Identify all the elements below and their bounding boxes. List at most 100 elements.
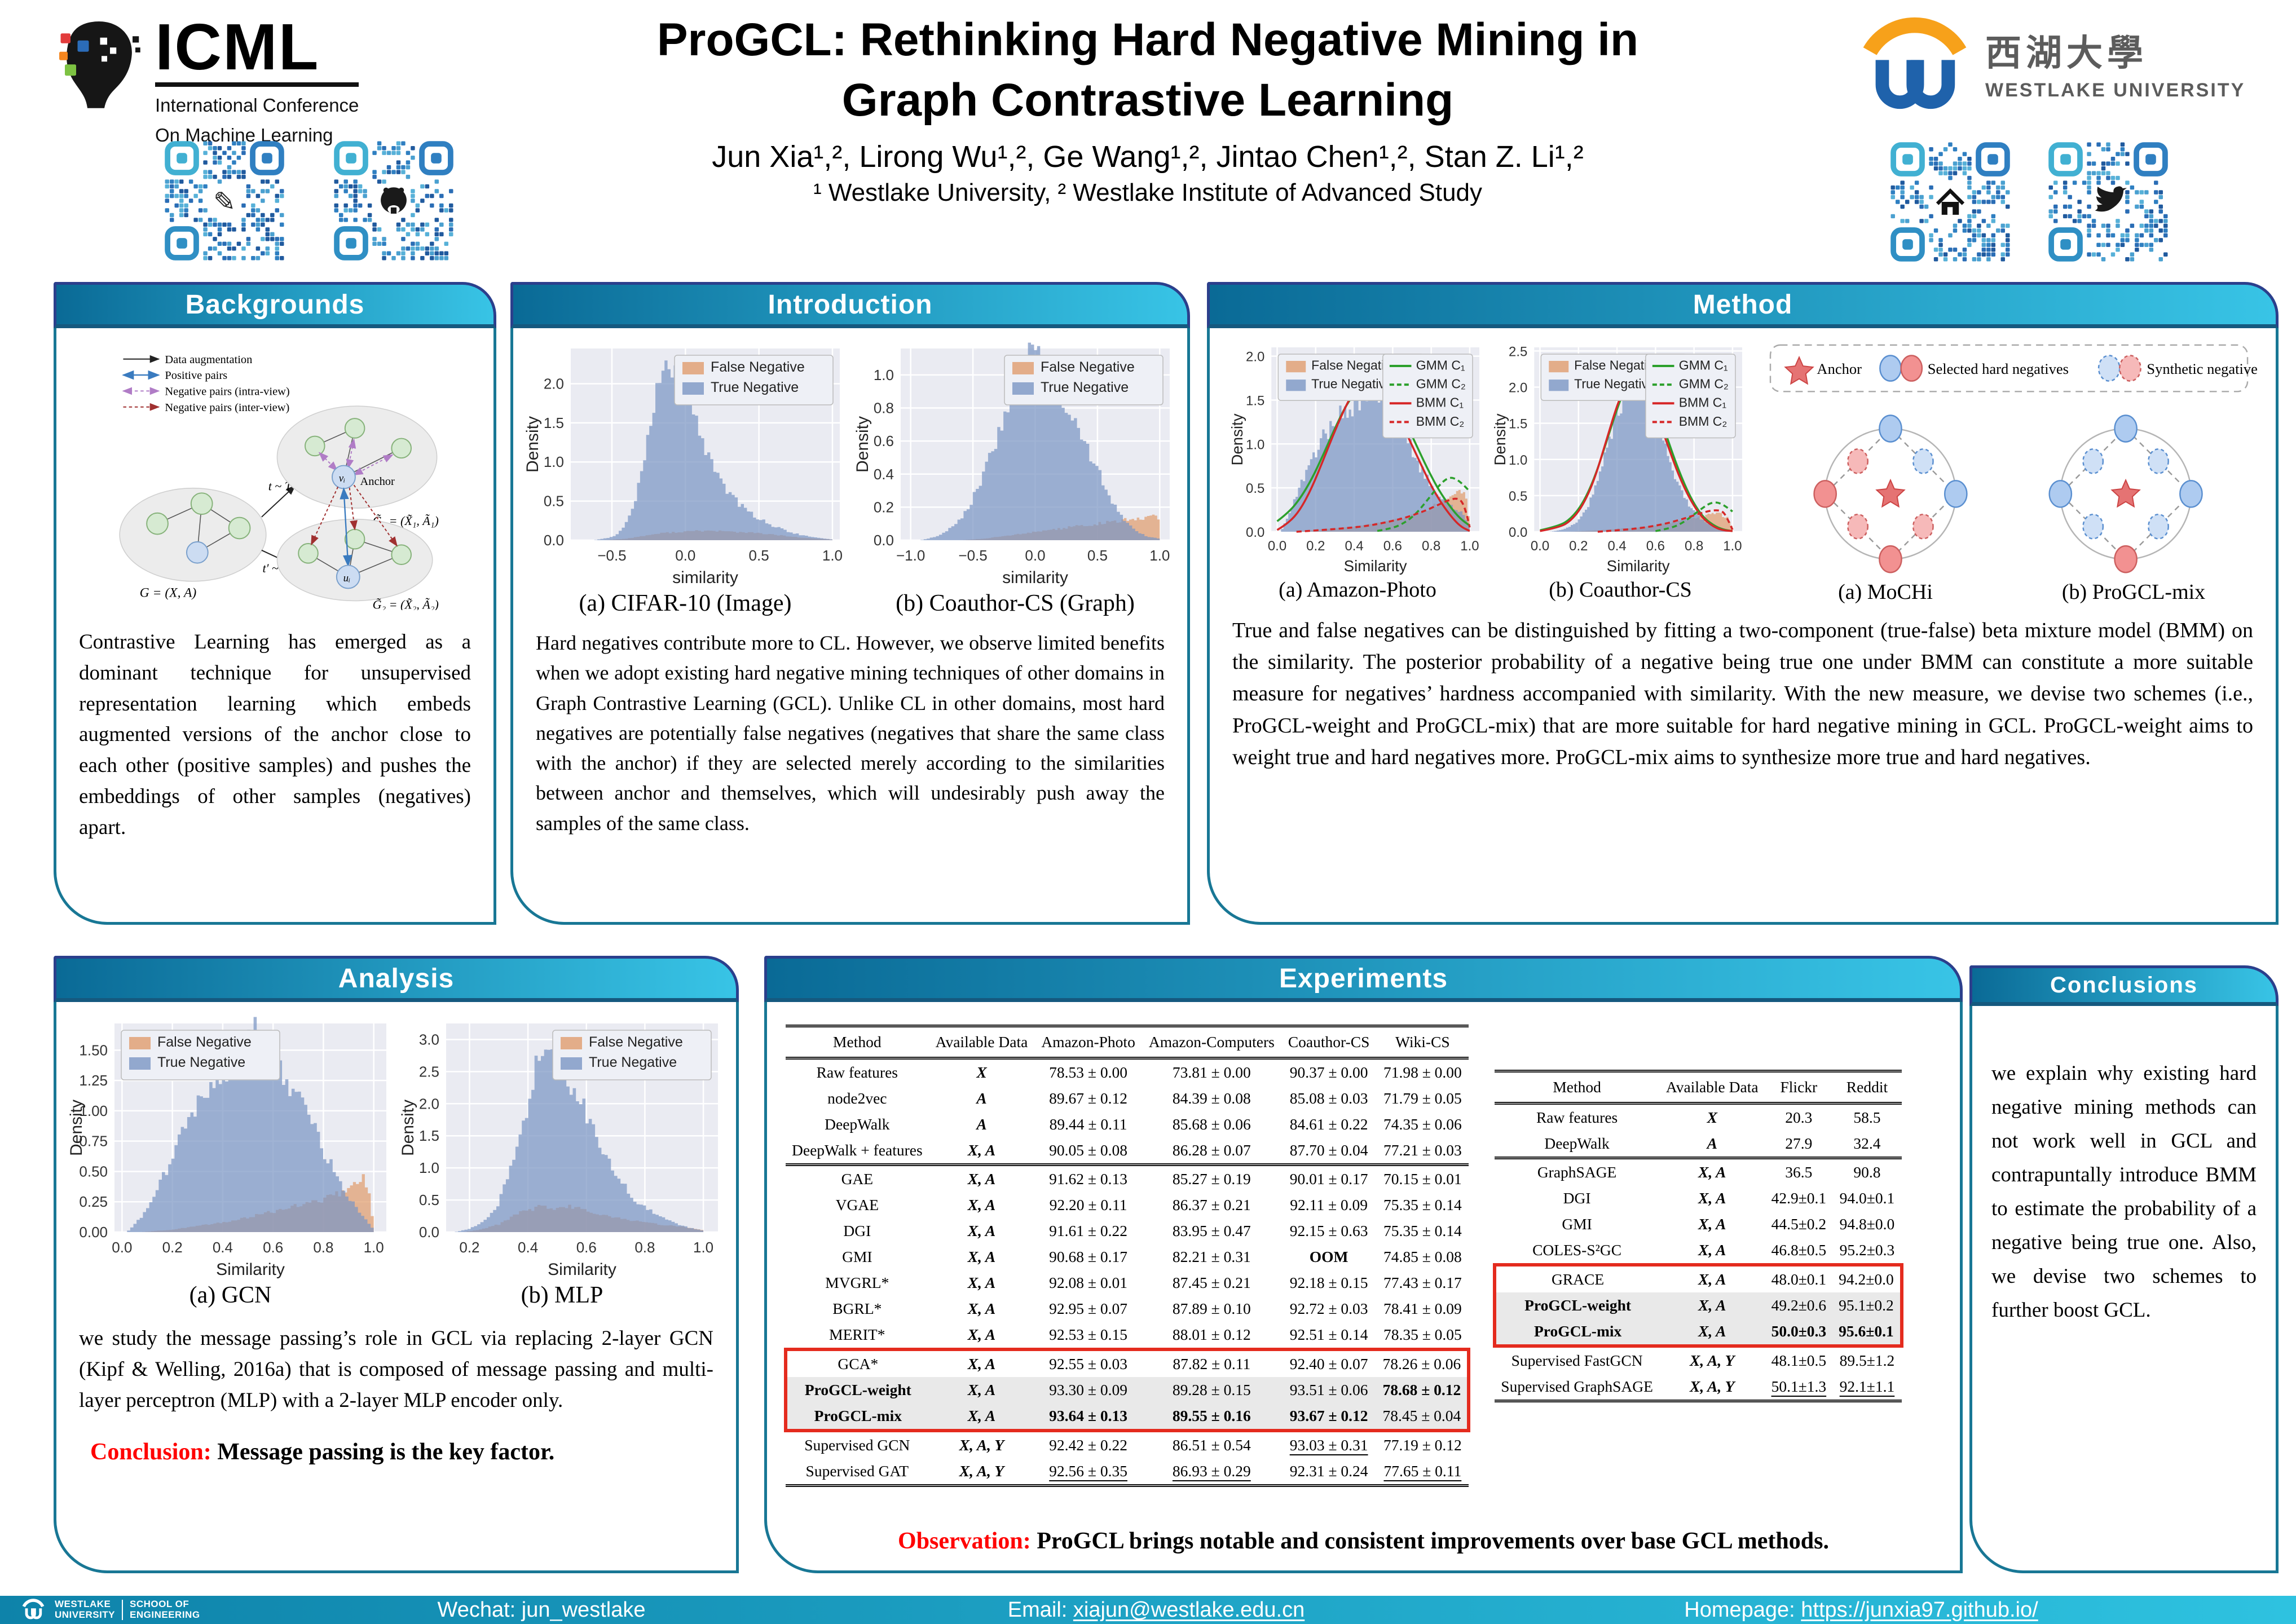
analysis-banner: Analysis: [54, 956, 739, 1002]
footer-logo-l1: WESTLAKE: [55, 1599, 111, 1610]
footer-logo-divider: [122, 1600, 124, 1620]
graph-g-label: G = (X, A): [140, 585, 197, 600]
panel-introduction: Introduction −0.5 0.0 0.5 1.0 0.0 0.5 1.0 1.5 2.…: [510, 282, 1190, 925]
svg-text:BMM C₂: BMM C₂: [1416, 414, 1465, 429]
svg-text:1.00: 1.00: [79, 1102, 108, 1119]
benchmark-table-main: Method Available Data Amazon-Photo Amazon-C…: [784, 1025, 1471, 1487]
mochi-legend-anchor: Anchor: [1817, 360, 1862, 377]
svg-text:Similarity: Similarity: [216, 1260, 285, 1279]
footer-email-link[interactable]: xiajun@westlake.edu.cn: [1073, 1598, 1305, 1622]
panel-backgrounds: Backgrounds Data augmentation Positive p…: [54, 282, 496, 925]
table-row: GAE X, A 91.62 ± 0.13 85.27 ± 0.19 90.01 ± 0…: [786, 1163, 1469, 1192]
table-row: DeepWalk A 27.9 32.4: [1544, 1135, 1881, 1152]
svg-text:1.0: 1.0: [1509, 453, 1527, 468]
table-row: Supervised GCN X, A, Y 92.42 ± 0.22 86.51 ±…: [786, 1429, 1469, 1458]
conclusions-text: we explain why existing hard negative mi…: [1991, 1062, 2257, 1322]
svg-text:False Negative: False Negative: [711, 359, 805, 375]
svg-text:✎: ✎: [213, 187, 236, 218]
footer-email-label: Email:: [1007, 1598, 1073, 1622]
analysis-conclusion: Conclusion: Message passing is the key f…: [56, 1438, 736, 1466]
footer-homepage: Homepage: https://junxia97.github.io/: [1630, 1598, 2092, 1622]
mochi-legend-selected: Selected hard negatives: [1928, 360, 2069, 377]
svg-text:0.25: 0.25: [79, 1193, 108, 1210]
svg-text:0.5: 0.5: [1509, 489, 1527, 504]
svg-text:2.0: 2.0: [543, 375, 563, 392]
table-row: BGRL* X, A 92.95 ± 0.07 87.89 ± 0.10 92.72 ±…: [832, 1300, 1462, 1317]
svg-text:0.2: 0.2: [162, 1239, 182, 1256]
svg-text:1.25: 1.25: [79, 1072, 108, 1089]
svg-text:0.50: 0.50: [79, 1163, 108, 1180]
svg-text:1.5: 1.5: [418, 1127, 439, 1144]
table-row: GMI X, A 44.5±0.2 94.8±0.0: [1562, 1215, 1895, 1233]
svg-text:1.0: 1.0: [693, 1239, 713, 1256]
svg-text:0.5: 0.5: [748, 547, 769, 564]
icml-wordmark: ICML: [155, 14, 359, 87]
svg-text:Density: Density: [523, 416, 542, 473]
footer-westlake-logo: WESTLAKE UNIVERSITY SCHOOL OF ENGINEERING: [20, 1597, 200, 1622]
icml-logo: ICML International Conference On Machine…: [59, 14, 359, 147]
legend-negative-intra: Negative pairs (intra-view): [165, 385, 289, 398]
svg-text:0.0: 0.0: [543, 532, 563, 549]
experiments-banner: Experiments: [764, 956, 1963, 1002]
svg-text:0.0: 0.0: [418, 1224, 439, 1241]
poster-title-line1: ProGCL: Rethinking Hard Negative Mining …: [656, 14, 1639, 65]
svg-text:2.5: 2.5: [418, 1063, 439, 1080]
footer-email: Email: xiajun@westlake.edu.cn: [959, 1598, 1354, 1622]
introduction-title: Introduction: [768, 289, 933, 320]
experiments-title: Experiments: [1279, 963, 1448, 994]
svg-text:0.2: 0.2: [1569, 539, 1588, 554]
gcn-density-chart: 0.0 0.2 0.4 0.6 0.8 1.0 0.00 0.25 0.50 0.75 1.00 1.…: [67, 1017, 394, 1282]
panel-conclusions: Conclusions we explain why existing hard…: [1969, 965, 2279, 1573]
svg-text:0.0: 0.0: [1268, 539, 1286, 554]
svg-text:GMM C₁: GMM C₁: [1416, 358, 1465, 372]
svg-text:1.5: 1.5: [1509, 417, 1527, 432]
svg-text:0.6: 0.6: [263, 1239, 283, 1256]
table-row: Supervised GraphSAGE X, A, Y 50.1±1.3 92.1±…: [1495, 1374, 1902, 1402]
svg-text:−1.0: −1.0: [896, 547, 925, 564]
icml-subtitle-1: International Conference: [155, 95, 359, 116]
github-qr-code: [334, 141, 453, 261]
svg-text:0.4: 0.4: [518, 1239, 538, 1256]
svg-text:Density: Density: [1228, 413, 1246, 465]
table-row: DGI X, A 91.61 ± 0.22 83.95 ± 0.47 92.15 ± 0…: [843, 1222, 1462, 1239]
footer-homepage-link[interactable]: https://junxia97.github.io/: [1801, 1598, 2038, 1622]
svg-text:Density: Density: [1491, 413, 1509, 465]
svg-text:BMM C₁: BMM C₁: [1416, 395, 1464, 410]
svg-text:2.0: 2.0: [1509, 381, 1527, 396]
svg-text:Similarity: Similarity: [548, 1260, 616, 1279]
gcn-caption: (a) GCN: [189, 1282, 272, 1308]
svg-text:0.0: 0.0: [1509, 525, 1527, 540]
svg-text:GMM C₂: GMM C₂: [1679, 377, 1729, 391]
svg-text:0.0: 0.0: [112, 1239, 132, 1256]
svg-text:Similarity: Similarity: [1607, 557, 1670, 575]
svg-text:2.0: 2.0: [1246, 350, 1264, 365]
svg-text:Density: Density: [67, 1100, 86, 1156]
table-row: GraphSAGE X, A 36.5 90.8: [1495, 1157, 1902, 1185]
cifar10-density-chart: −0.5 0.0 0.5 1.0 0.0 0.5 1.0 1.5 2.0 similarity De…: [523, 342, 848, 590]
mlp-density-chart: 0.2 0.4 0.6 0.8 1.0 0.0 0.5 1.0 1.5 2.0 2.5 3.0 Simi…: [399, 1017, 726, 1282]
table-row: ProGCL-mix X, A 93.64 ± 0.13 89.55 ± 0.16 93…: [784, 1403, 1471, 1432]
coauthor-cs-bmm-caption: (b) Coauthor-CS: [1549, 578, 1692, 602]
svg-text:1.0: 1.0: [873, 367, 893, 383]
svg-text:1.0: 1.0: [418, 1159, 439, 1176]
table-row: DeepWalk A 89.44 ± 0.11 85.68 ± 0.06 84.61 ±…: [825, 1115, 1462, 1133]
svg-text:0.8: 0.8: [313, 1239, 333, 1256]
twitter-qr-code: [2048, 142, 2168, 262]
svg-text:Density: Density: [399, 1100, 417, 1156]
footer-logo-l2: UNIVERSITY: [55, 1609, 116, 1620]
amazon-photo-bmm-chart: 0.0 0.2 0.4 0.6 0.8 1.0 0.0 0.5 1.0 1.5 2.0 Similar…: [1228, 341, 1487, 577]
table-row: MERIT* X, A 92.53 ± 0.15 88.01 ± 0.12 92.51 …: [829, 1326, 1462, 1343]
paper-qr-code: ✎: [165, 141, 284, 261]
cifar10-caption: (a) CIFAR-10 (Image): [579, 590, 792, 616]
svg-text:0.4: 0.4: [873, 466, 893, 483]
method-title: Method: [1693, 289, 1793, 320]
svg-text:1.0: 1.0: [363, 1239, 384, 1256]
svg-text:0.8: 0.8: [873, 400, 893, 417]
westlake-logo: 西湖大學 WESTLAKE UNIVERSITY: [1856, 9, 2245, 116]
svg-text:0.8: 0.8: [1422, 539, 1440, 554]
panel-method: Method 0.0 0.2 0.4 0.6 0.8 1.0 0.0 0.5 1.0 1.5 2.0…: [1207, 282, 2279, 925]
coauthor-cs-caption: (b) Coauthor-CS (Graph): [896, 590, 1135, 616]
svg-text:0.5: 0.5: [1246, 481, 1264, 496]
westlake-chinese-name: 西湖大學: [1985, 32, 2148, 74]
backgrounds-title: Backgrounds: [185, 289, 365, 320]
